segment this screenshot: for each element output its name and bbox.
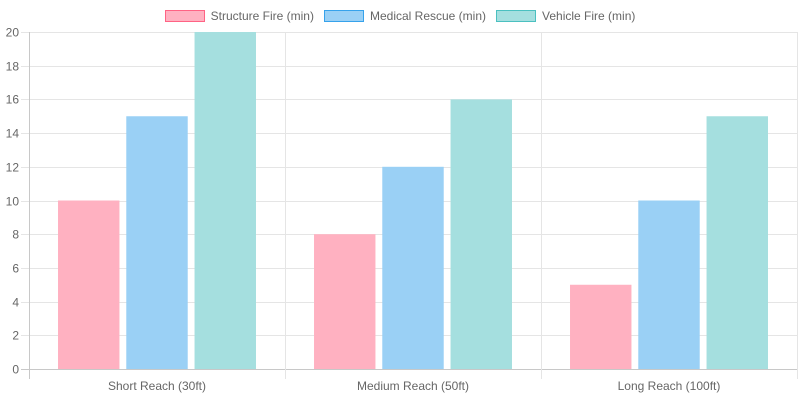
bar bbox=[58, 200, 120, 369]
bar bbox=[570, 284, 632, 369]
y-tick-label: 0 bbox=[12, 363, 19, 377]
legend-item-structure-fire[interactable]: Structure Fire (min) bbox=[164, 9, 314, 23]
legend-label-vehicle-fire: Vehicle Fire (min) bbox=[542, 9, 636, 23]
y-tick-label: 4 bbox=[12, 296, 19, 310]
chart-legend: Structure Fire (min) Medical Rescue (min… bbox=[0, 8, 800, 24]
bar bbox=[314, 234, 376, 369]
bar bbox=[706, 116, 768, 369]
y-tick-label: 14 bbox=[6, 127, 20, 141]
y-tick-label: 10 bbox=[6, 195, 20, 209]
legend-swatch-medical-rescue bbox=[323, 10, 364, 22]
legend-swatch-structure-fire bbox=[164, 10, 205, 22]
legend-item-vehicle-fire[interactable]: Vehicle Fire (min) bbox=[496, 9, 635, 23]
bar bbox=[638, 200, 700, 369]
bar bbox=[126, 116, 188, 369]
y-tick-label: 12 bbox=[6, 161, 20, 175]
x-tick-label: Long Reach (100ft) bbox=[618, 379, 721, 393]
bar bbox=[194, 32, 256, 369]
bar bbox=[450, 99, 512, 370]
legend-swatch-vehicle-fire bbox=[496, 10, 537, 22]
x-tick-label: Medium Reach (50ft) bbox=[357, 379, 469, 393]
bar bbox=[382, 166, 444, 369]
y-tick-label: 6 bbox=[12, 262, 19, 276]
y-tick-label: 2 bbox=[12, 329, 19, 343]
y-tick-label: 20 bbox=[6, 26, 20, 40]
y-tick-label: 16 bbox=[6, 93, 20, 107]
y-tick-label: 8 bbox=[12, 228, 19, 242]
x-tick-label: Short Reach (30ft) bbox=[108, 379, 206, 393]
y-tick-label: 18 bbox=[6, 60, 20, 74]
legend-label-structure-fire: Structure Fire (min) bbox=[210, 9, 314, 23]
legend-item-medical-rescue[interactable]: Medical Rescue (min) bbox=[323, 9, 487, 23]
legend-label-medical-rescue: Medical Rescue (min) bbox=[369, 9, 487, 23]
